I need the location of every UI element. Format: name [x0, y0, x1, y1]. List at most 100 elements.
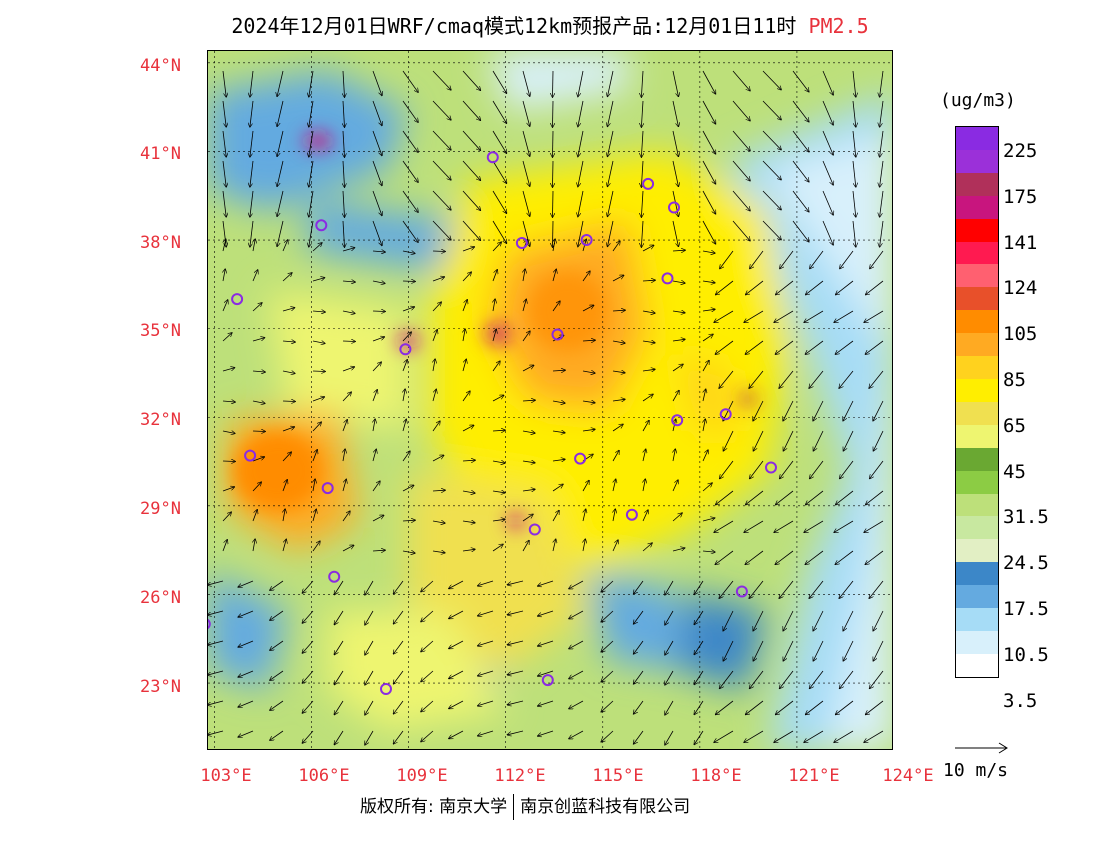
- wind-vector: [365, 700, 374, 715]
- wind-vector: [208, 730, 224, 735]
- wind-vector: [522, 100, 530, 126]
- wind-vector: [553, 100, 554, 127]
- city-marker: [380, 683, 392, 695]
- wind-vector: [642, 543, 652, 552]
- wind-vector: [852, 220, 856, 247]
- wind-vector: [552, 370, 565, 371]
- wind-vector: [762, 190, 781, 210]
- wind-vector: [762, 70, 781, 90]
- wind-vector: [745, 340, 764, 354]
- wind-vector: [277, 190, 284, 216]
- wind-vector: [309, 130, 314, 157]
- wind-vector: [869, 580, 884, 598]
- wind-vector: [522, 461, 535, 463]
- wind-vector: [762, 100, 781, 120]
- wind-vector: [282, 452, 291, 462]
- wind-vector: [223, 269, 225, 282]
- wind-vector: [702, 483, 712, 492]
- lon-label-118: 118°E: [690, 766, 742, 786]
- wind-vector: [641, 70, 643, 97]
- wind-vector: [334, 640, 344, 655]
- copyright-separator: [513, 794, 515, 820]
- lon-label-121: 121°E: [788, 766, 840, 786]
- wind-vector: [372, 190, 382, 215]
- wind-vector: [522, 70, 530, 96]
- wind-vector: [641, 100, 643, 127]
- wind-vector: [780, 460, 794, 479]
- wind-vector: [222, 512, 231, 522]
- wind-vector: [253, 539, 255, 552]
- wind-vector: [492, 242, 501, 252]
- wind-vector: [402, 251, 415, 253]
- city-marker: [551, 328, 564, 341]
- wind-vector: [282, 341, 295, 342]
- city-marker: [208, 618, 211, 630]
- lat-label-38: 38°N: [140, 233, 181, 253]
- color-bar-segment: [956, 608, 998, 631]
- wind-vector: [342, 392, 351, 402]
- wind-vector: [432, 190, 451, 210]
- city-marker: [671, 414, 684, 427]
- wind-vector: [421, 670, 434, 682]
- wind-vector: [608, 220, 614, 246]
- color-bar-segment: [956, 516, 998, 540]
- wind-vector: [223, 239, 226, 252]
- wind-vector: [365, 580, 374, 595]
- wind-vector: [270, 580, 284, 590]
- color-bar-segment: [956, 539, 998, 563]
- wind-vector: [843, 640, 854, 661]
- wind-vector: [672, 364, 683, 372]
- wind-vector: [612, 540, 618, 552]
- wind-vector: [309, 220, 314, 247]
- wind-vector: [282, 401, 295, 402]
- wind-vector: [612, 310, 625, 311]
- color-bar-label: 3.5: [1003, 689, 1038, 712]
- wind-vector: [642, 245, 654, 252]
- wind-vector: [342, 341, 355, 342]
- wind-vector: [478, 640, 494, 646]
- wind-vector: [312, 278, 325, 282]
- wind-vector: [394, 610, 404, 624]
- color-bar-label: 65: [1003, 414, 1026, 437]
- wind-vector: [421, 610, 434, 622]
- city-marker: [528, 523, 541, 536]
- wind-vector: [745, 550, 764, 564]
- wind-vector: [809, 580, 824, 598]
- wind-vector: [642, 311, 655, 313]
- wind-vector: [723, 640, 734, 661]
- wind-vector: [835, 340, 854, 354]
- wind-vector: [642, 341, 655, 343]
- lon-label-109: 109°E: [396, 766, 448, 786]
- wind-vector: [813, 400, 824, 421]
- wind-vector: [394, 700, 404, 714]
- wind-vector: [394, 670, 404, 684]
- wind-vector: [462, 425, 474, 432]
- wind-vector: [694, 610, 704, 624]
- wind-vector: [522, 514, 533, 522]
- wind-vector: [402, 100, 418, 122]
- wind-vector: [702, 334, 713, 342]
- wind-vector: [613, 479, 616, 492]
- wind-vector: [553, 70, 554, 97]
- color-bar-segment: [956, 195, 998, 219]
- wind-vector: [343, 190, 345, 217]
- city-marker: [231, 293, 244, 306]
- wind-vector: [462, 300, 467, 312]
- wind-vector: [462, 359, 466, 372]
- color-bar-segment: [956, 241, 998, 265]
- wind-vector: [583, 509, 586, 522]
- wind-vector: [813, 640, 824, 661]
- wind-vector: [522, 160, 530, 186]
- color-bar-segment: [956, 585, 998, 609]
- wind-vector: [478, 610, 494, 616]
- map-title: 2024年12月01日WRF/cmaq模式12km预报产品:12月01日11时 P…: [0, 10, 1100, 39]
- wind-vector: [702, 551, 715, 552]
- wind-vector: [250, 100, 254, 127]
- wind-vector: [665, 700, 674, 715]
- wind-vector: [553, 220, 554, 247]
- wind-vector: [270, 640, 284, 650]
- color-bar-segment: [956, 447, 998, 471]
- wind-vector: [238, 700, 254, 707]
- wind-vector: [642, 280, 655, 281]
- wind-vector: [238, 640, 254, 647]
